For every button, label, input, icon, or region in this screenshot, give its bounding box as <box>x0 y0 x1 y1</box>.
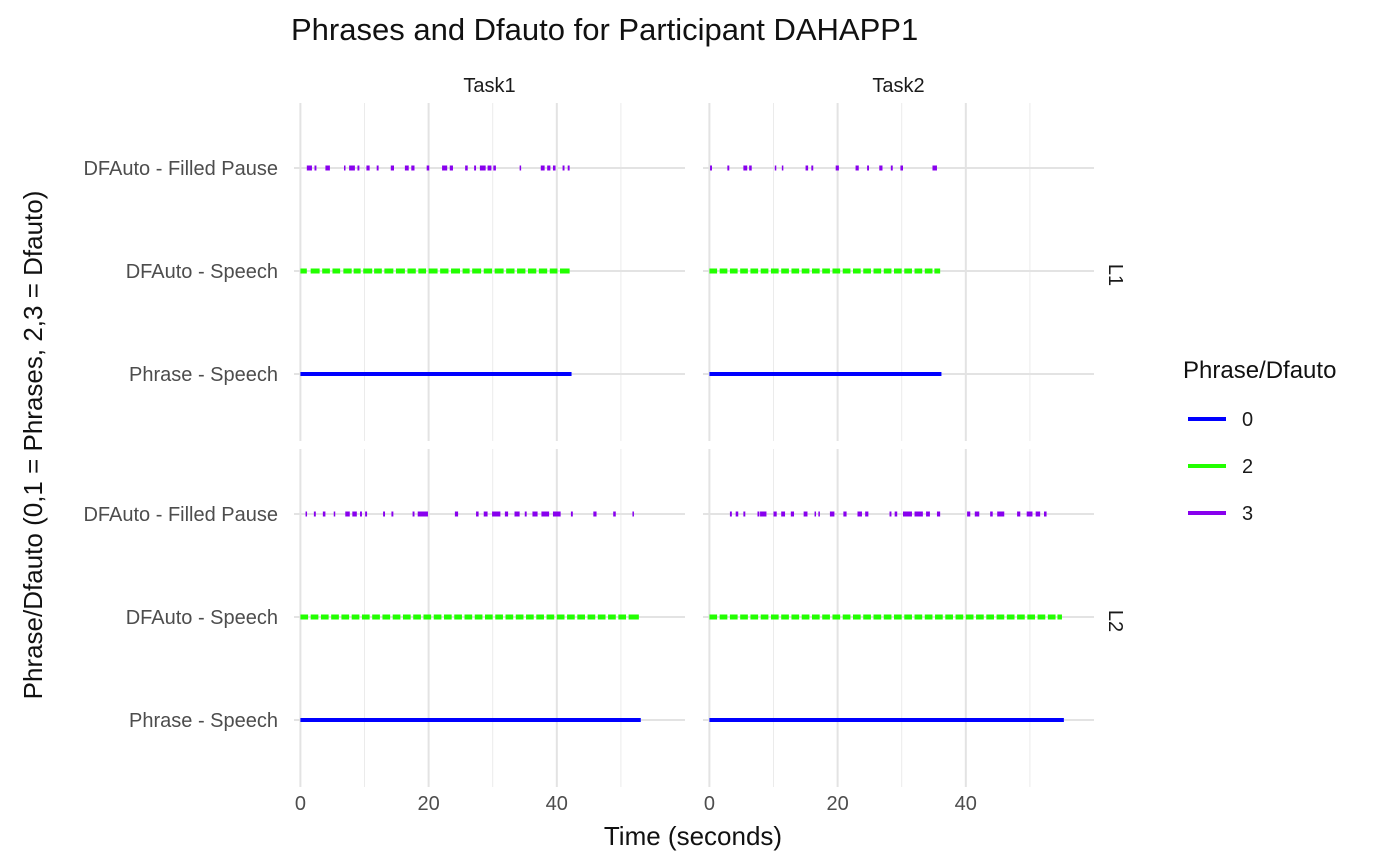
chart-title: Phrases and Dfauto for Participant DAHAP… <box>291 12 918 47</box>
y-tick-label: DFAuto - Filled Pause <box>83 504 278 526</box>
facet-panels: Task1 Task2 L1 L2 Phrase - Speech DFAuto - Sp… <box>83 75 1126 815</box>
facet-column-label: Task2 <box>872 75 924 97</box>
facet-row-label: L2 <box>1104 610 1126 632</box>
x-tick-label: 40 <box>955 793 977 815</box>
panel-task2-l1 <box>703 103 1094 441</box>
legend-label: 0 <box>1242 409 1253 431</box>
facet-row-label: L1 <box>1104 264 1126 286</box>
y-tick-label: DFAuto - Speech <box>126 607 278 629</box>
legend-label: 3 <box>1242 503 1253 525</box>
legend: Phrase/Dfauto 0 2 3 <box>1183 357 1336 525</box>
facet-column-label: Task1 <box>463 75 515 97</box>
panel-task1-l1 <box>294 103 685 441</box>
x-tick-label: 0 <box>295 793 306 815</box>
x-tick-label: 20 <box>826 793 848 815</box>
y-tick-label: DFAuto - Speech <box>126 261 278 283</box>
panel-task2-l2 <box>703 449 1094 787</box>
y-tick-label: Phrase - Speech <box>129 710 278 732</box>
x-axis-title: Time (seconds) <box>604 821 782 851</box>
panel-task1-l2 <box>294 449 685 787</box>
legend-title: Phrase/Dfauto <box>1183 357 1336 384</box>
y-tick-label: DFAuto - Filled Pause <box>83 158 278 180</box>
y-tick-label: Phrase - Speech <box>129 364 278 386</box>
x-tick-label: 40 <box>546 793 568 815</box>
x-tick-label: 20 <box>417 793 439 815</box>
x-tick-label: 0 <box>704 793 715 815</box>
y-axis-title: Phrase/Dfauto (0,1 = Phrases, 2,3 = Dfau… <box>18 191 48 700</box>
legend-label: 2 <box>1242 456 1253 478</box>
